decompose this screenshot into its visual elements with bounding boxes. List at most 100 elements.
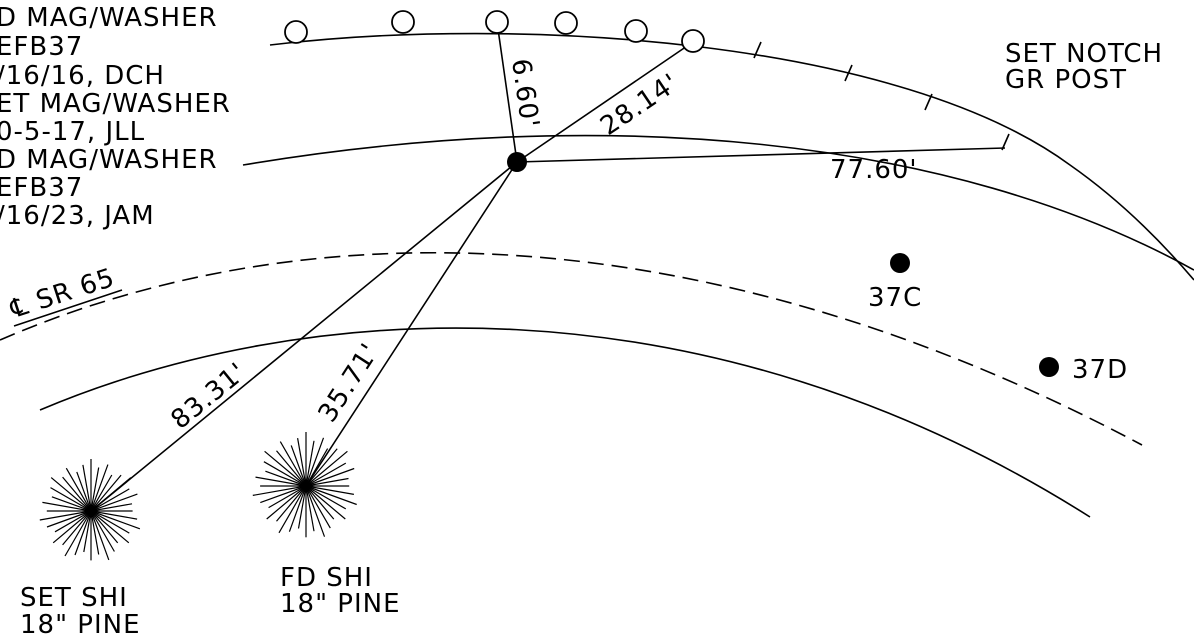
distance-label-77-60: 77.60' — [830, 155, 918, 185]
tree-ray — [305, 485, 315, 532]
open-circle-icon — [485, 10, 509, 34]
open-circle-icon — [554, 11, 578, 35]
note-line: EFB37 — [0, 173, 83, 203]
point-37d-dot-icon — [1039, 357, 1059, 377]
note-line: EFB37 — [0, 32, 83, 62]
tree-ray — [305, 485, 346, 520]
tree-ray — [305, 448, 338, 487]
tree-left-label-line2: 18" PINE — [20, 610, 141, 635]
tree-ray — [54, 510, 92, 533]
notes-block: D MAG/WASHER EFB37 /16/16, DCH ET MAG/WA… — [0, 3, 231, 231]
tree-ray — [278, 485, 307, 534]
tree-burst-icon — [252, 432, 357, 538]
tree-ray — [305, 450, 348, 487]
tie-line-35-71 — [305, 161, 518, 487]
tree-ray — [290, 445, 307, 487]
tree-ray — [62, 476, 92, 512]
tree-ray — [266, 485, 307, 520]
tree-ray — [305, 440, 315, 487]
centerline-label-underline — [13, 289, 123, 327]
centerline-label: ℄ SR 65 — [6, 263, 119, 325]
point-37c-label: 37C — [868, 283, 922, 313]
note-line: 0-5-17, JLL — [0, 117, 145, 147]
note-line: D MAG/WASHER — [0, 3, 218, 33]
post-tick — [924, 93, 933, 111]
tree-ray — [90, 510, 130, 534]
tree-ray — [65, 467, 92, 512]
open-circle-icon — [284, 20, 308, 44]
tree-ray — [76, 471, 92, 512]
tree-ray — [42, 501, 92, 512]
tie-line-83-31 — [90, 161, 518, 512]
tree-ray — [305, 477, 349, 487]
tree-ray — [305, 485, 326, 537]
tree-ray — [90, 510, 100, 555]
tree-ray — [90, 510, 115, 552]
tree-ray — [46, 510, 92, 528]
tree-ray — [90, 503, 133, 512]
post-tick — [753, 41, 762, 59]
tree-ray — [297, 485, 307, 529]
tree-ray — [305, 467, 355, 487]
open-circle-icon — [391, 10, 415, 34]
tree-ray — [90, 510, 141, 530]
tree-ray — [82, 464, 92, 512]
tree-ray — [90, 464, 109, 512]
open-circle-icon — [681, 29, 705, 53]
post-tick — [844, 64, 853, 82]
tree-ray — [90, 510, 130, 544]
tree-ray — [268, 485, 307, 509]
tree-ray — [305, 437, 325, 487]
tree-ray — [90, 488, 130, 512]
notch-label-line1: SET NOTCH — [1005, 39, 1163, 69]
tree-ray — [90, 493, 138, 512]
note-line: ET MAG/WASHER — [0, 89, 231, 119]
road-edge-top — [269, 32, 1194, 281]
distance-label-35-71: 35.71' — [313, 338, 386, 428]
tree-ray — [90, 510, 119, 544]
tree-ray — [305, 448, 329, 487]
tree-ray — [39, 510, 92, 521]
guardrail-posts — [753, 41, 1010, 151]
tree-ray — [260, 485, 307, 504]
tree-ray — [62, 510, 92, 546]
tree-ray — [51, 496, 92, 512]
tree-ray — [90, 467, 100, 512]
tree-ray — [305, 485, 347, 510]
tree-ray — [263, 461, 307, 487]
tree-ray — [255, 476, 307, 487]
tie-line-6-60 — [496, 21, 518, 163]
notch-label-line2: GR POST — [1005, 65, 1127, 95]
tree-ray — [90, 474, 122, 512]
tree-ray — [288, 485, 307, 532]
open-circle-icon — [624, 19, 648, 43]
tree-ray — [305, 485, 331, 529]
tree-ray — [50, 477, 92, 512]
tree-ray — [90, 474, 113, 512]
tree-left-label-line1: SET SHI — [20, 583, 128, 613]
tree-ray — [64, 510, 92, 557]
tree-ray — [305, 462, 347, 487]
tree-ray — [252, 485, 307, 496]
point-37c-dot-icon — [890, 253, 910, 273]
tree-ray — [297, 437, 307, 487]
road-edge-upper — [242, 134, 1194, 271]
tree-right-label-line1: FD SHI — [280, 563, 373, 593]
tree-ray — [305, 485, 355, 495]
tree-ray — [276, 485, 307, 522]
tree-ray — [90, 477, 132, 512]
tree-ray — [265, 470, 307, 487]
tree-ray — [264, 450, 307, 487]
tree-ray — [90, 510, 110, 561]
tree-ray — [90, 510, 138, 520]
tree-ray — [305, 485, 335, 520]
open-posts — [284, 10, 705, 53]
note-line: /16/23, JAM — [0, 201, 155, 231]
tree-ray — [279, 441, 307, 487]
point-37d-label: 37D — [1072, 355, 1128, 385]
tree-ray — [83, 510, 92, 553]
tie-line-28-14 — [516, 41, 694, 163]
tree-right-label-line2: 18" PINE — [280, 589, 401, 619]
note-line: D MAG/WASHER — [0, 145, 218, 175]
tree-burst-icon — [39, 459, 141, 561]
